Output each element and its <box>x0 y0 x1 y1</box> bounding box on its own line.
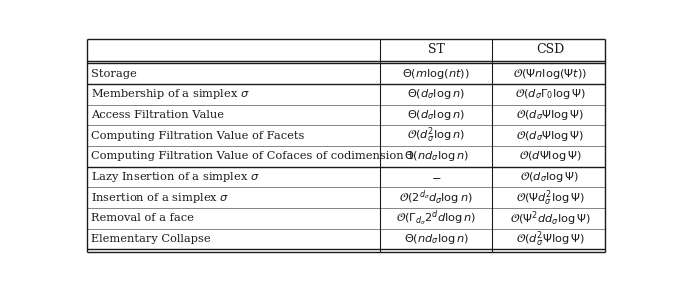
Text: Computing Filtration Value of Cofaces of codimension 1: Computing Filtration Value of Cofaces of… <box>90 151 414 161</box>
Text: $\mathcal{O}(\Psi^2 d d_{\sigma}\log\Psi)$: $\mathcal{O}(\Psi^2 d d_{\sigma}\log\Psi… <box>510 209 590 228</box>
Text: Storage: Storage <box>90 69 136 79</box>
Text: $\mathcal{O}(\Psi d_{\sigma}^2\log\Psi)$: $\mathcal{O}(\Psi d_{\sigma}^2\log\Psi)$ <box>516 188 585 208</box>
Text: $\mathcal{O}(d_{\sigma}\Psi\log\Psi)$: $\mathcal{O}(d_{\sigma}\Psi\log\Psi)$ <box>516 129 584 143</box>
Text: $\Theta(d_{\sigma}\log n)$: $\Theta(d_{\sigma}\log n)$ <box>407 108 465 122</box>
Text: Computing Filtration Value of Facets: Computing Filtration Value of Facets <box>90 131 304 141</box>
Text: $\mathcal{O}(2^{d_{\sigma}}d_{\sigma}\log n)$: $\mathcal{O}(2^{d_{\sigma}}d_{\sigma}\lo… <box>400 188 473 207</box>
Text: $\mathcal{O}(d_{\sigma}^2\log n)$: $\mathcal{O}(d_{\sigma}^2\log n)$ <box>407 126 465 145</box>
Text: Insertion of a simplex $\sigma$: Insertion of a simplex $\sigma$ <box>90 191 229 205</box>
Text: Access Filtration Value: Access Filtration Value <box>90 110 223 120</box>
Text: Lazy Insertion of a simplex $\sigma$: Lazy Insertion of a simplex $\sigma$ <box>90 170 259 184</box>
Text: Membership of a simplex $\sigma$: Membership of a simplex $\sigma$ <box>90 87 250 101</box>
Text: $\Theta(d_{\sigma}\log n)$: $\Theta(d_{\sigma}\log n)$ <box>407 87 465 101</box>
Text: $\Theta(m\log(nt))$: $\Theta(m\log(nt))$ <box>402 67 470 81</box>
Text: $\mathcal{O}(\Psi n\log(\Psi t))$: $\mathcal{O}(\Psi n\log(\Psi t))$ <box>513 67 587 81</box>
Text: $\mathcal{O}(\Gamma_{d_{\sigma}}2^d d\log n)$: $\mathcal{O}(\Gamma_{d_{\sigma}}2^d d\lo… <box>396 209 477 228</box>
Text: CSD: CSD <box>536 43 564 56</box>
Text: Removal of a face: Removal of a face <box>90 213 194 223</box>
Text: $\mathcal{O}(d\Psi\log\Psi)$: $\mathcal{O}(d\Psi\log\Psi)$ <box>518 149 581 163</box>
Text: $\mathcal{O}(d_{\sigma}^2\Psi\log\Psi)$: $\mathcal{O}(d_{\sigma}^2\Psi\log\Psi)$ <box>516 229 585 249</box>
Text: $\mathcal{O}(d_{\sigma}\log\Psi)$: $\mathcal{O}(d_{\sigma}\log\Psi)$ <box>520 170 579 184</box>
Text: $-$: $-$ <box>431 172 441 182</box>
Text: $\Theta(nd_{\sigma}\log n)$: $\Theta(nd_{\sigma}\log n)$ <box>404 232 468 246</box>
Text: $\mathcal{O}(d_{\sigma}\Gamma_0\log\Psi)$: $\mathcal{O}(d_{\sigma}\Gamma_0\log\Psi)… <box>514 87 585 101</box>
Text: $\Theta(nd_{\sigma}\log n)$: $\Theta(nd_{\sigma}\log n)$ <box>404 149 468 163</box>
Text: $\mathcal{O}(d_{\sigma}\Psi\log\Psi)$: $\mathcal{O}(d_{\sigma}\Psi\log\Psi)$ <box>516 108 584 122</box>
Text: Elementary Collapse: Elementary Collapse <box>90 234 211 244</box>
Text: ST: ST <box>428 43 445 56</box>
